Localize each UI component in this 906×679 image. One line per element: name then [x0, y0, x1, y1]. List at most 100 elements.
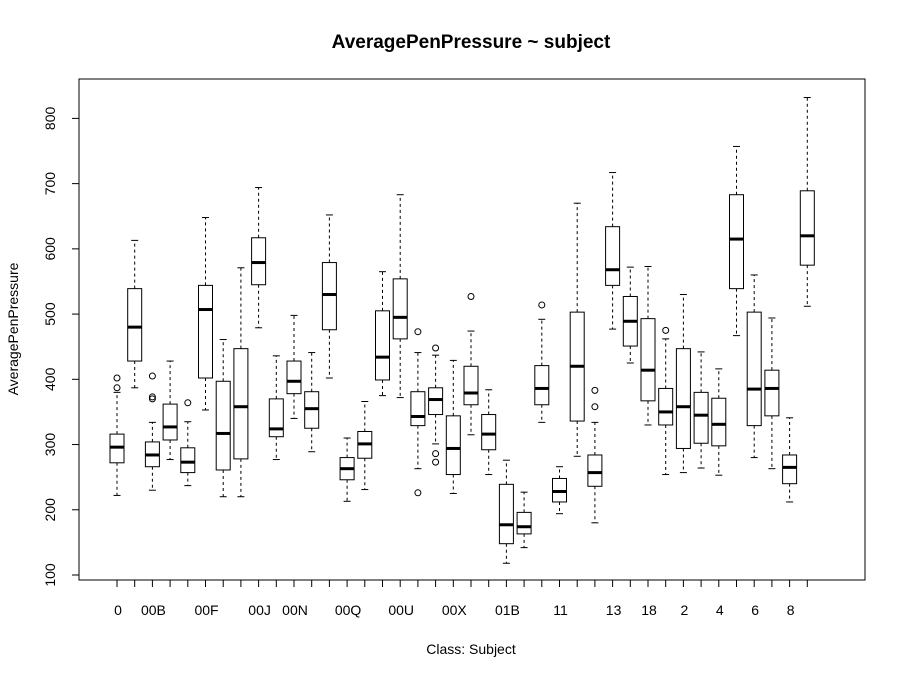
- box: [428, 387, 444, 416]
- box: [764, 369, 780, 417]
- outlier-point: [414, 328, 422, 336]
- box-group: [498, 459, 514, 564]
- box-group: [339, 437, 355, 502]
- x-tick-label: 6: [751, 602, 759, 618]
- outlier-point: [591, 403, 599, 411]
- boxes: [109, 97, 815, 564]
- box: [445, 415, 461, 476]
- box-group: [764, 317, 780, 470]
- box-group: [605, 172, 621, 330]
- x-tick-label: 11: [553, 602, 568, 618]
- x-tick-label: 8: [787, 602, 795, 618]
- box: [782, 454, 798, 485]
- box-group: [463, 292, 479, 436]
- box: [392, 278, 408, 340]
- x-tick-label: 00F: [194, 602, 218, 618]
- outlier-point: [414, 489, 422, 497]
- chart-title: AveragePenPressure ~ subject: [332, 32, 611, 53]
- outlier-point: [432, 344, 440, 352]
- box-group: [304, 352, 320, 453]
- x-tick-label: 00J: [248, 602, 271, 618]
- y-axis-label: AveragePenPressure: [5, 262, 21, 395]
- x-tick-label: 00U: [388, 602, 414, 618]
- box: [516, 511, 532, 535]
- x-tick-label: 00X: [442, 602, 468, 618]
- box: [463, 365, 479, 406]
- y-tick-label: 200: [42, 498, 58, 522]
- box-group: [251, 187, 267, 329]
- box-group: [587, 386, 603, 524]
- box: [587, 454, 603, 487]
- box: [746, 311, 762, 427]
- box-group: [162, 360, 178, 461]
- box: [127, 288, 143, 362]
- box: [693, 391, 709, 444]
- outlier-point: [591, 386, 599, 394]
- box-group: [321, 214, 337, 379]
- outlier-point: [662, 326, 670, 334]
- box: [375, 310, 390, 381]
- box-group: [658, 326, 674, 476]
- outlier-point: [184, 399, 192, 407]
- box: [180, 447, 196, 474]
- y-tick-label: 500: [42, 302, 58, 326]
- outlier-point: [467, 292, 475, 300]
- box-group: [375, 271, 390, 397]
- box-group: [640, 265, 656, 426]
- box-group: [215, 339, 231, 498]
- box-group: [445, 359, 461, 494]
- box-group: [552, 466, 567, 515]
- x-tick-label: 00Q: [335, 602, 362, 618]
- outlier-point: [148, 372, 156, 380]
- x-tick-label: 2: [681, 602, 689, 618]
- box: [534, 365, 550, 406]
- box: [215, 380, 231, 471]
- box-group: [144, 372, 160, 491]
- box-group: [180, 399, 196, 487]
- box: [321, 262, 337, 331]
- x-tick-label: 00N: [282, 602, 308, 618]
- y-tick-label: 800: [42, 107, 58, 131]
- x-axis: 0 00B 00F 00J 00N 00Q 00U 00X 01B 11 13 18 2 4 6 8: [114, 579, 808, 618]
- box-group: [428, 344, 444, 466]
- x-tick-label: 18: [641, 602, 657, 618]
- box: [658, 387, 674, 426]
- box-group: [622, 266, 638, 364]
- box: [799, 190, 815, 266]
- outlier-point: [432, 450, 440, 458]
- box-group: [799, 97, 815, 307]
- box-group: [286, 314, 302, 419]
- box-group: [233, 267, 249, 498]
- box: [233, 348, 249, 460]
- box: [498, 483, 514, 545]
- box: [675, 348, 691, 449]
- box: [286, 360, 302, 395]
- x-tick-label: 00B: [141, 602, 166, 618]
- box-group: [392, 194, 408, 399]
- box-group: [268, 355, 284, 461]
- outlier-point: [113, 384, 121, 392]
- box-group: [534, 301, 550, 423]
- x-axis-label: Class: Subject: [426, 641, 516, 657]
- box-group: [746, 274, 762, 459]
- y-tick-label: 600: [42, 237, 58, 261]
- y-tick-label: 300: [42, 433, 58, 457]
- x-tick-label: 4: [716, 602, 724, 618]
- box: [640, 318, 656, 402]
- box: [410, 391, 426, 427]
- x-tick-label: 01B: [495, 602, 520, 618]
- outlier-point: [113, 374, 121, 382]
- y-tick-label: 700: [42, 172, 58, 196]
- box-group: [782, 417, 798, 503]
- box: [711, 397, 727, 447]
- box-group: [569, 202, 585, 457]
- outlier-point: [148, 395, 156, 403]
- y-tick-label: 100: [42, 563, 58, 587]
- box-group: [109, 374, 125, 496]
- box-group: [675, 294, 691, 474]
- box: [162, 403, 178, 441]
- box-group: [198, 217, 213, 411]
- y-axis: 100 200 300 400 500 600 700 800: [42, 107, 80, 587]
